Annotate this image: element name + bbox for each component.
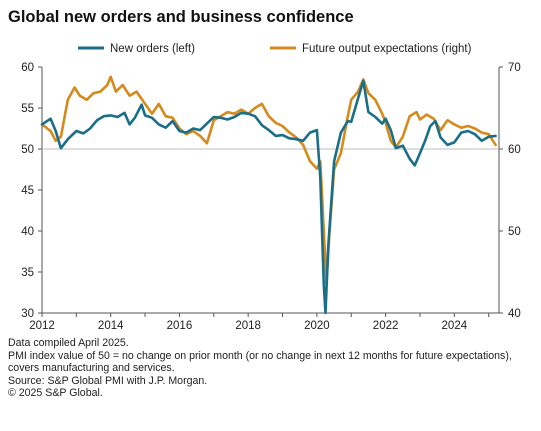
x-tick-label: 2020 [304, 320, 330, 332]
note-copyright: © 2025 S&P Global. [8, 387, 103, 400]
x-tick-label: 2012 [29, 320, 55, 332]
x-tick-label: 2016 [167, 320, 193, 332]
y-left-tick-label: 45 [21, 185, 34, 197]
y-left-tick-label: 55 [21, 103, 34, 115]
note-compiled: Data compiled April 2025. [8, 337, 129, 349]
chart-title: Global new orders and business confidenc… [8, 8, 354, 26]
y-left-tick-label: 40 [21, 226, 34, 238]
x-tick-label: 2024 [442, 320, 468, 332]
legend-label-future-output: Future output expectations (right) [302, 43, 472, 55]
note-definition: PMI index value of 50 = no change on pri… [8, 349, 512, 375]
note-source: Source: S&P Global PMI with J.P. Morgan. [8, 374, 208, 387]
y-right-tick-label: 70 [508, 62, 521, 74]
y-right-tick-label: 40 [508, 308, 521, 320]
chart-notes: Data compiled April 2025. PMI index valu… [8, 337, 533, 400]
series-line-new-orders [40, 79, 497, 315]
legend: New orders (left) Future output expectat… [78, 43, 472, 55]
y-left-tick-label: 35 [21, 267, 34, 279]
y-left-tick-label: 60 [21, 62, 34, 74]
chart-canvas: New orders (left) Future output expectat… [21, 43, 521, 332]
x-tick-label: 2022 [373, 320, 399, 332]
x-tick-label: 2014 [98, 320, 124, 332]
y-left-tick-label: 30 [21, 308, 34, 320]
y-left-tick-label: 50 [21, 144, 34, 156]
x-tick-label: 2018 [235, 320, 261, 332]
series-line-future-output [40, 75, 497, 286]
legend-label-new-orders: New orders (left) [110, 43, 195, 55]
plot-area: 30 35 40 45 50 55 60 40 50 60 70 2012 2014 2016 2018 20… [21, 62, 521, 332]
y-right-tick-label: 60 [508, 144, 521, 156]
y-right-tick-label: 50 [508, 226, 521, 238]
